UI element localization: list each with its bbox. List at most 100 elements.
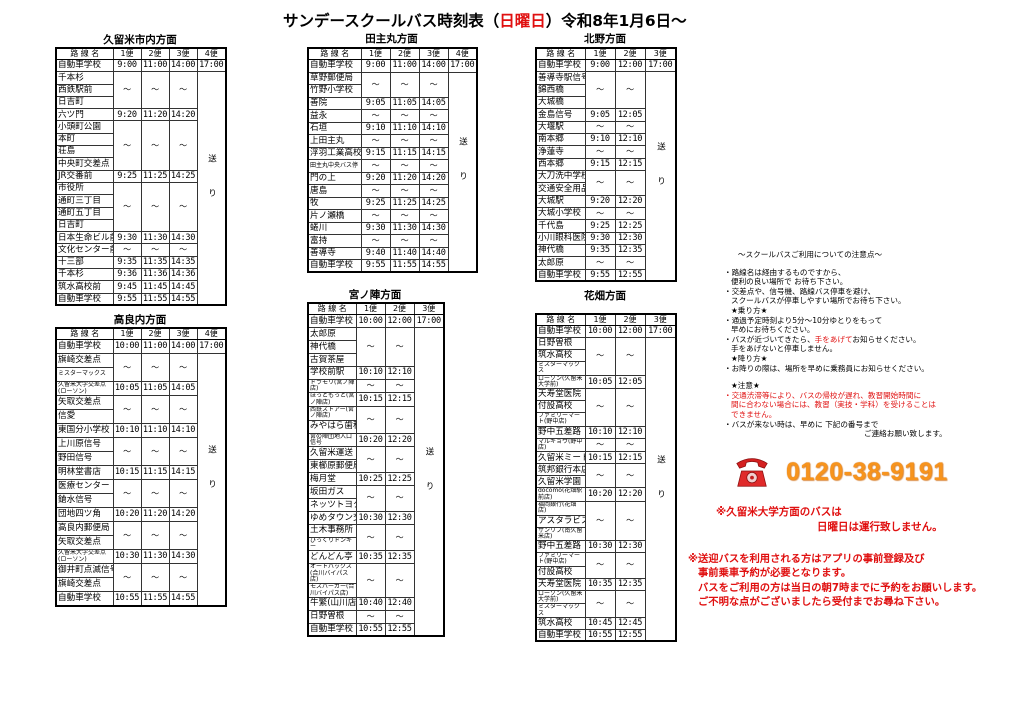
departure-time: 11:55 [140,292,170,306]
departure-time: 12:30 [614,540,646,554]
pass-through-mark: 〜 [384,484,415,512]
timetable: 路 線 名 1便 2便 3便 4便 自動車学校 9:00 11:00 14:00 17:00 千本杉… [55,47,227,307]
departure-time: 10:30 [112,549,142,564]
university-warning: ※久留米大学方面のバスは 日曜日は運行致しません。 [716,505,943,535]
departure-time: 17:00 [196,339,227,354]
departure-time: 11:30 [140,549,170,564]
table-row: 天寿堂医院〜〜 [535,388,676,427]
stop-name: 自動車学校 [307,259,362,273]
header-row: 路 線 名 1便 2便 3便 [307,302,445,315]
pass-through-mark: 〜 [360,184,391,198]
table-row: 益永〜〜〜 [307,109,477,123]
pass-through-mark: 〜 [614,120,646,134]
stop-name: 善導寺 [307,246,362,261]
departure-time: 12:00 [384,314,415,328]
departure-time: 11:30 [140,231,170,245]
departure-time: 9:30 [112,231,142,245]
caution-line: 間に合わない場合には、教習（実技・学科）を受けることは [731,400,937,410]
route-title: 北野方面 [584,33,626,45]
stop-name: ローソン(久留米大学前) [535,374,586,390]
stop-name: 学校前駅 [307,365,357,380]
timetable: 路 線 名 1便 2便 3便 4便 自動車学校 9:00 11:00 14:00 17:00 草野郵… [307,47,478,274]
table-row: 筑水高校 10:45 12:45 [535,616,676,630]
stop-name: 野田信号 [55,451,114,466]
stop-name: 矢取交差点 [55,395,114,410]
phone-number: 0120-38-9191 [786,458,948,486]
departure-time: 17:00 [447,59,478,73]
pass-through-mark: 〜 [112,120,142,171]
departure-time: 9:30 [584,231,616,245]
departure-time: 12:25 [384,472,415,486]
route-title: 花畑方面 [584,290,626,302]
stop-name: 上田主丸 [307,134,362,148]
table-row: 筑水高校 [535,349,676,362]
pass-through-mark: 〜 [418,234,449,248]
stop-name: 神代橋 [535,243,586,258]
table-row: 市役所〜〜〜 [55,181,226,233]
stop-name: マルキョウ(野中店) [535,437,586,453]
departure-time: 9:36 [112,268,142,282]
note-line: ・お降りの際は、場所を早めに乗務員にお知らせください。 [724,363,929,373]
stop-name: 筑水高校 [535,616,586,630]
stop-name: 御井町点滅信号 [55,563,114,578]
pass-through-mark: 〜 [360,71,391,98]
pass-through-mark: 〜 [584,71,616,110]
departure-time: 10:55 [112,591,142,606]
departure-time: 12:25 [614,219,646,233]
stop-name: オートバックス(合川バイパス店) [307,563,357,585]
header-trip: 3便 [418,47,449,60]
pass-through-mark: 〜 [584,256,616,270]
departure-time: 14:36 [168,268,198,282]
stop-name: 高良内郵便局 [55,521,114,536]
pass-through-mark: 〜 [140,71,170,110]
table-row: 野中五差路 10:30 12:30 [535,540,676,554]
stop-name: ミスターマックス [535,603,586,618]
stop-name: 荘島 [55,145,114,159]
departure-time: 12:20 [384,432,415,448]
header-stop-name: 路 線 名 [307,302,357,315]
pass-through-mark: 〜 [418,209,449,223]
departure-time: 12:15 [614,157,646,171]
pass-through-mark: 〜 [112,353,142,382]
header-trip: 1便 [112,327,142,340]
table-row: 日本生命ビル前 9:30 11:30 14:30 [55,231,226,245]
departure-time: 12:05 [614,108,646,122]
stop-name: 付設高校 [535,565,586,579]
departure-time: 14:10 [418,121,449,136]
send-only-label: 送り [644,71,677,282]
departure-time: 12:30 [614,231,646,245]
stop-name: 蜷川 [307,221,362,236]
stop-name: 久留米大学交差点(ローソン) [55,381,114,396]
departure-time: 14:00 [418,59,449,73]
stop-name: サンリブ(南久留米店) [535,526,586,542]
pass-through-mark: 〜 [168,521,198,550]
pass-through-mark: 〜 [614,145,646,159]
departure-time: 9:55 [584,268,616,282]
pass-through-mark: 〜 [614,589,646,618]
table-row: 文化センター前〜〜〜 [55,243,226,257]
pass-through-mark: 〜 [389,234,420,248]
departure-time: 9:05 [584,108,616,122]
header-trip: 4便 [447,47,478,60]
table-row: 梅月堂 10:25 12:25 [307,472,444,486]
departure-time: 11:15 [389,146,420,161]
table-row: 自動車学校 9:55 12:55 [535,268,676,282]
stop-name: 久留米運送 [307,446,357,461]
stop-name: 西本郷 [535,157,586,171]
warning-line: 日曜日は運行致しません。 [817,521,943,533]
stop-name: 牛繁(山川店) [307,596,357,611]
pass-through-mark: 〜 [168,181,198,233]
table-row: 神代橋 9:35 12:35 [535,243,676,258]
departure-time: 12:55 [614,628,646,642]
departure-time: 14:30 [168,549,198,564]
stop-name: 久留米大学交差点(ローソン) [55,549,114,564]
stop-name: 自動車学校 [307,314,357,328]
alighting-heading: ★降り方★ [731,353,768,363]
header-row: 路 線 名 1便 2便 3便 4便 [55,327,227,340]
table-row: 自動車学校 9:00 12:00 17:00 [535,58,677,73]
header-trip: 4便 [196,327,227,340]
warning-line: 事前乗車予約が必要となります。 [698,567,852,580]
stop-name: 片ノ瀬橋 [307,209,362,223]
departure-time: 17:00 [644,325,677,338]
stop-name: 市役所 [55,181,114,196]
